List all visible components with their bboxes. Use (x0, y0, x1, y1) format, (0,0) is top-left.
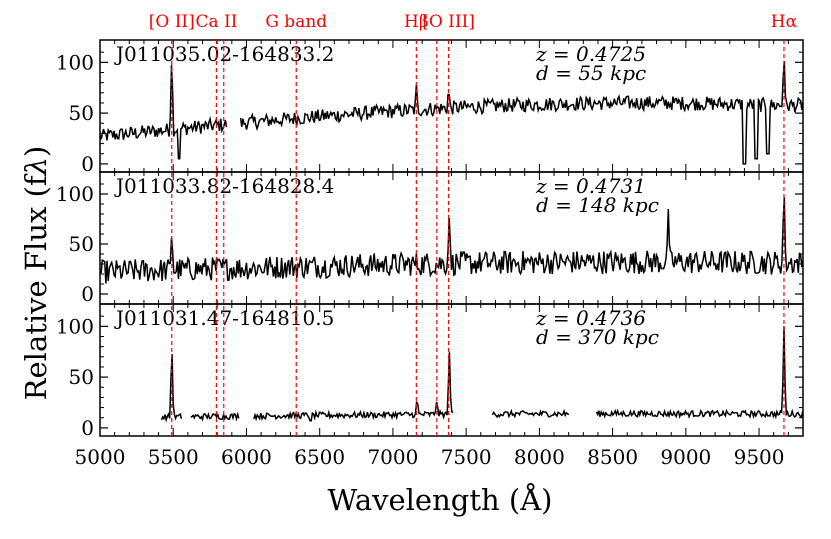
y-tick-label: 100 (56, 50, 94, 74)
y-tick-label: 100 (56, 314, 94, 338)
emission-line-labels: [O II] Ca II G band Hβ[O III] Hα (149, 12, 798, 32)
x-tick-label: 5500 (148, 445, 199, 469)
y-axis-title: Relative Flux (fλ) (19, 146, 53, 401)
panel-distance: d = 370 kpc (536, 325, 659, 349)
panel-redshift: z = 0.4725 (535, 42, 646, 66)
x-tick-label: 6500 (294, 445, 345, 469)
x-tick-label: 7000 (367, 445, 418, 469)
y-axis-title-main: Relative Flux (f (19, 173, 53, 400)
x-tick-label: 5000 (75, 445, 126, 469)
emission-line-label: Ca II (195, 12, 237, 32)
y-tick-label: 0 (81, 152, 94, 176)
y-axis-title-close: ) (19, 146, 53, 157)
emission-line-markers (171, 40, 785, 436)
x-axis-ticks: 5000 5500 6000 6500 7000 7500 8000 8500 9000 9500 (75, 445, 785, 469)
panel-redshift: z = 0.4736 (535, 306, 646, 330)
emission-line-label: [O II] (149, 12, 195, 32)
y-tick-label: 50 (69, 232, 94, 256)
x-axis-title: Wavelength (Å) (328, 482, 553, 517)
emission-line-label: Hβ (404, 12, 429, 32)
emission-line-label: G band (265, 12, 327, 32)
spectrum-line (160, 326, 804, 423)
spectrum-line (99, 197, 804, 284)
y-tick-label: 0 (81, 416, 94, 440)
x-tick-label: 9000 (660, 445, 711, 469)
panel-distance: d = 148 kpc (536, 193, 659, 217)
x-tick-label: 7500 (441, 445, 492, 469)
emission-line-label: [O III] (422, 12, 475, 32)
emission-line-label: Hα (771, 12, 798, 32)
y-tick-label: 50 (69, 365, 94, 389)
y-tick-label: 50 (69, 101, 94, 125)
panel-redshift: z = 0.4731 (535, 174, 646, 198)
spectrum-line (99, 60, 804, 165)
panel-distance: d = 55 kpc (536, 61, 646, 85)
x-tick-label: 8500 (587, 445, 638, 469)
x-tick-label: 6000 (221, 445, 272, 469)
y-tick-label: 0 (81, 282, 94, 306)
y-axis-title-sub: λ (19, 157, 53, 176)
x-tick-label: 9500 (734, 445, 785, 469)
y-tick-label: 100 (56, 182, 94, 206)
x-tick-label: 8000 (514, 445, 565, 469)
